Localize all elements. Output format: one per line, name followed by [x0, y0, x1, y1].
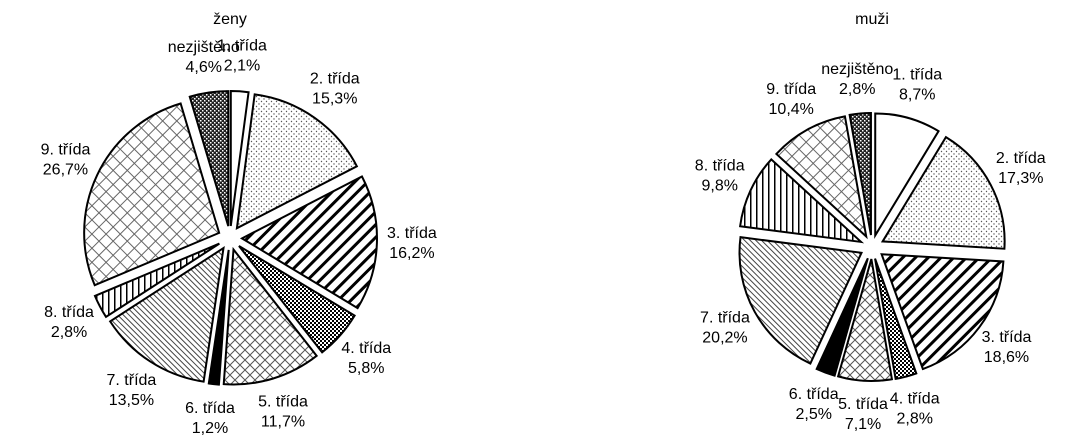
pie-slice	[738, 236, 863, 365]
pie-slice	[93, 242, 220, 319]
pie-slice	[238, 245, 356, 354]
slice-label: 1. třída	[892, 66, 942, 83]
value-label: 10,4%	[769, 101, 814, 118]
slice-label: 5. třída	[838, 396, 888, 413]
slice-label: 5. třída	[258, 393, 308, 410]
value-label: 11,7%	[261, 413, 305, 430]
slice-label: 2. třída	[996, 150, 1046, 167]
value-label: 2,8%	[839, 81, 875, 98]
chart-title: muži	[855, 11, 889, 28]
value-label: 4,6%	[186, 59, 222, 76]
slice-label: 6. třída	[789, 386, 839, 403]
slice-label: 4. třída	[341, 340, 391, 357]
value-label: 2,8%	[51, 324, 87, 341]
slice-label: nezjištěno	[821, 61, 893, 78]
pie-slice	[229, 90, 250, 227]
value-label: 8,7%	[899, 86, 935, 103]
pie-slice	[836, 258, 894, 382]
slice-label: 6. třída	[185, 400, 235, 417]
value-label: 1,2%	[192, 420, 228, 435]
slice-label: 8. třída	[695, 157, 745, 174]
slice-label: 3. třída	[982, 329, 1032, 346]
pie-slice	[848, 112, 872, 236]
value-label: 2,5%	[795, 406, 831, 423]
value-label: 2,8%	[896, 411, 932, 428]
pie-slice	[880, 253, 1005, 371]
pie-slice	[874, 112, 940, 240]
value-label: 18,6%	[984, 349, 1029, 366]
pie-slice	[235, 93, 359, 230]
value-label: 5,8%	[348, 360, 384, 377]
pie-slice	[774, 115, 868, 240]
slice-label: 2. třída	[310, 70, 360, 87]
pie-slice	[207, 249, 230, 386]
value-label: 13,5%	[109, 392, 154, 409]
slice-label: 1. třída	[217, 38, 267, 55]
pie-slice	[239, 175, 378, 310]
pie-slice	[874, 258, 918, 381]
slice-label: 8. třída	[44, 304, 94, 321]
value-label: 2,1%	[224, 58, 260, 75]
slice-label: 7. třída	[107, 372, 157, 389]
pie-slice	[739, 157, 865, 244]
pie-slice	[188, 90, 230, 227]
slice-label: nezjištěno	[168, 39, 240, 56]
chart-title: ženy	[213, 11, 247, 28]
value-label: 20,2%	[702, 329, 747, 346]
slice-label: 9. třída	[41, 141, 91, 158]
slice-label: 7. třída	[700, 309, 750, 326]
slice-label: 3. třída	[387, 225, 437, 242]
value-label: 15,3%	[312, 90, 357, 107]
value-label: 16,2%	[389, 245, 434, 262]
pie-slice	[222, 246, 319, 386]
value-label: 17,3%	[998, 170, 1043, 187]
slice-label: 9. třída	[766, 81, 816, 98]
pie-slice	[108, 246, 225, 383]
slice-label: 4. třída	[890, 391, 940, 408]
value-label: 7,1%	[845, 416, 881, 433]
pie-slice	[83, 102, 221, 287]
value-label: 26,7%	[43, 161, 88, 178]
pie-slice	[880, 135, 1006, 250]
pie-slice	[815, 257, 869, 377]
value-label: 9,8%	[701, 177, 737, 194]
